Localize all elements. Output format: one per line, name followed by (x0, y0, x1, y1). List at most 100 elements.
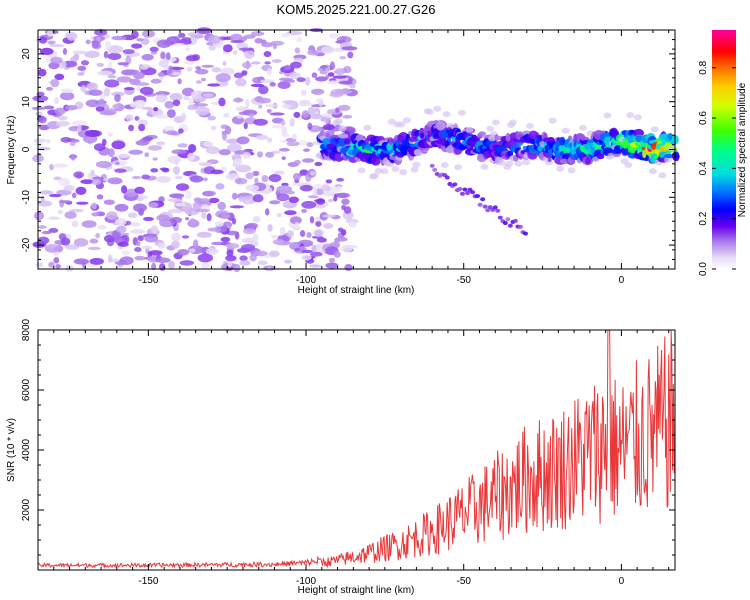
heatmap-noise-blob (192, 201, 203, 211)
heatmap-noise-blob (202, 92, 214, 98)
heatmap-noise-blob (344, 264, 353, 271)
heatmap-noise-blob (239, 260, 251, 266)
heatmap-noise-blob (45, 86, 54, 91)
heatmap-trace-blob (482, 204, 488, 209)
heatmap-noise-blob (298, 140, 308, 146)
heatmap-noise-blob (245, 172, 254, 180)
heatmap-halo-blob (578, 124, 587, 131)
heatmap-noise-blob (165, 52, 171, 61)
heatmap-noise-blob (253, 118, 268, 126)
heatmap-noise-blob (217, 201, 227, 211)
heatmap-noise-blob (35, 111, 43, 117)
heatmap-noise-blob (75, 186, 87, 196)
heatmap-noise-blob (307, 106, 317, 115)
heatmap-halo-blob (425, 108, 434, 115)
heatmap-noise-blob (301, 249, 315, 253)
heatmap-noise-blob (281, 103, 292, 109)
heatmap-noise-blob (187, 152, 196, 161)
heatmap-noise-blob (271, 59, 282, 63)
heatmap-noise-blob (169, 66, 185, 71)
heatmap-trace-blob (459, 191, 465, 196)
heatmap-noise-blob (225, 254, 237, 262)
heatmap-noise-blob (175, 183, 190, 191)
colorbar-gradient (712, 30, 736, 269)
heatmap-noise-blob (349, 84, 356, 89)
heatmap-noise-blob (107, 61, 113, 70)
heatmap-noise-blob (57, 115, 69, 121)
heatmap-noise-blob (254, 177, 259, 184)
heatmap-noise-blob (171, 240, 180, 249)
heatmap-noise-blob (57, 209, 64, 215)
heatmap-noise-blob (300, 184, 313, 192)
heatmap-noise-blob (104, 40, 112, 50)
heatmap-halo-blob (433, 105, 442, 112)
heatmap-noise-blob (155, 114, 169, 119)
heatmap-noise-blob (187, 104, 198, 111)
heatmap-noise-blob (269, 112, 285, 116)
heatmap-noise-blob (148, 250, 163, 256)
colorbar: 0.0 0.2 0.4 0.6 0.8 Normalized spectral ampl… (698, 30, 748, 276)
heatmap-halo-blob (491, 119, 500, 126)
heatmap-noise-blob (71, 138, 80, 143)
heatmap-noise-blob (141, 106, 153, 110)
heatmap-noise-blob (142, 136, 154, 141)
heatmap-noise-blob (55, 264, 62, 269)
x-tick-label: -150 (138, 576, 158, 587)
y-tick-label: 2000 (21, 498, 32, 521)
y-tick-label: -10 (21, 190, 32, 205)
heatmap-ridge-blob (325, 133, 331, 138)
heatmap-noise-blob (258, 97, 272, 104)
heatmap-noise-blob (281, 132, 290, 138)
heatmap-noise-blob (347, 51, 354, 59)
heatmap-noise-blob (72, 50, 88, 55)
heatmap-noise-blob (195, 80, 202, 84)
heatmap-noise-blob (54, 73, 65, 81)
heatmap-noise-blob (96, 62, 105, 67)
heatmap-noise-blob (233, 72, 244, 79)
heatmap-noise-blob (130, 222, 141, 227)
heatmap-noise-blob (148, 202, 159, 208)
heatmap-noise-blob (37, 200, 53, 207)
heatmap-noise-blob (91, 202, 97, 210)
heatmap-noise-blob (283, 79, 296, 83)
heatmap-noise-blob (71, 220, 79, 228)
spectrogram-y-axis-label: Frequency (Hz) (6, 116, 17, 185)
heatmap-noise-blob (81, 220, 97, 228)
heatmap-noise-blob (35, 262, 44, 268)
heatmap-ridge-blob (638, 156, 649, 161)
heatmap-ridge-blob (337, 133, 349, 139)
heatmap-noise-blob (50, 78, 60, 88)
heatmap-noise-blob (167, 155, 182, 164)
heatmap-ridge-blob (388, 137, 393, 145)
heatmap-noise-blob (307, 122, 313, 131)
heatmap-noise-blob (207, 35, 221, 45)
heatmap-halo-blob (658, 172, 667, 179)
heatmap-noise-blob (60, 237, 71, 246)
heatmap-noise-blob (252, 233, 259, 242)
heatmap-noise-blob (137, 197, 144, 202)
heatmap-halo-blob (412, 161, 421, 168)
heatmap-noise-blob (48, 261, 55, 268)
heatmap-noise-blob (80, 179, 95, 185)
heatmap-trace-blob (462, 187, 468, 192)
heatmap-noise-blob (203, 141, 214, 148)
heatmap-noise-blob (115, 154, 131, 158)
heatmap-noise-blob (144, 234, 159, 243)
heatmap-noise-blob (226, 242, 240, 249)
heatmap-noise-blob (306, 142, 314, 148)
heatmap-noise-blob (267, 223, 273, 232)
heatmap-noise-blob (95, 232, 101, 239)
heatmap-noise-blob (311, 104, 326, 108)
heatmap-noise-blob (248, 113, 254, 118)
heatmap-noise-blob (220, 67, 235, 75)
heatmap-noise-blob (59, 91, 75, 101)
heatmap-noise-blob (47, 40, 56, 45)
heatmap-noise-blob (338, 104, 351, 111)
heatmap-halo-blob (505, 160, 514, 167)
heatmap-noise-blob (168, 65, 173, 74)
heatmap-noise-blob (230, 40, 245, 44)
heatmap-noise-blob (37, 68, 47, 77)
x-tick-label: -100 (296, 275, 316, 286)
heatmap-noise-blob (39, 47, 54, 56)
heatmap-noise-blob (315, 221, 322, 227)
